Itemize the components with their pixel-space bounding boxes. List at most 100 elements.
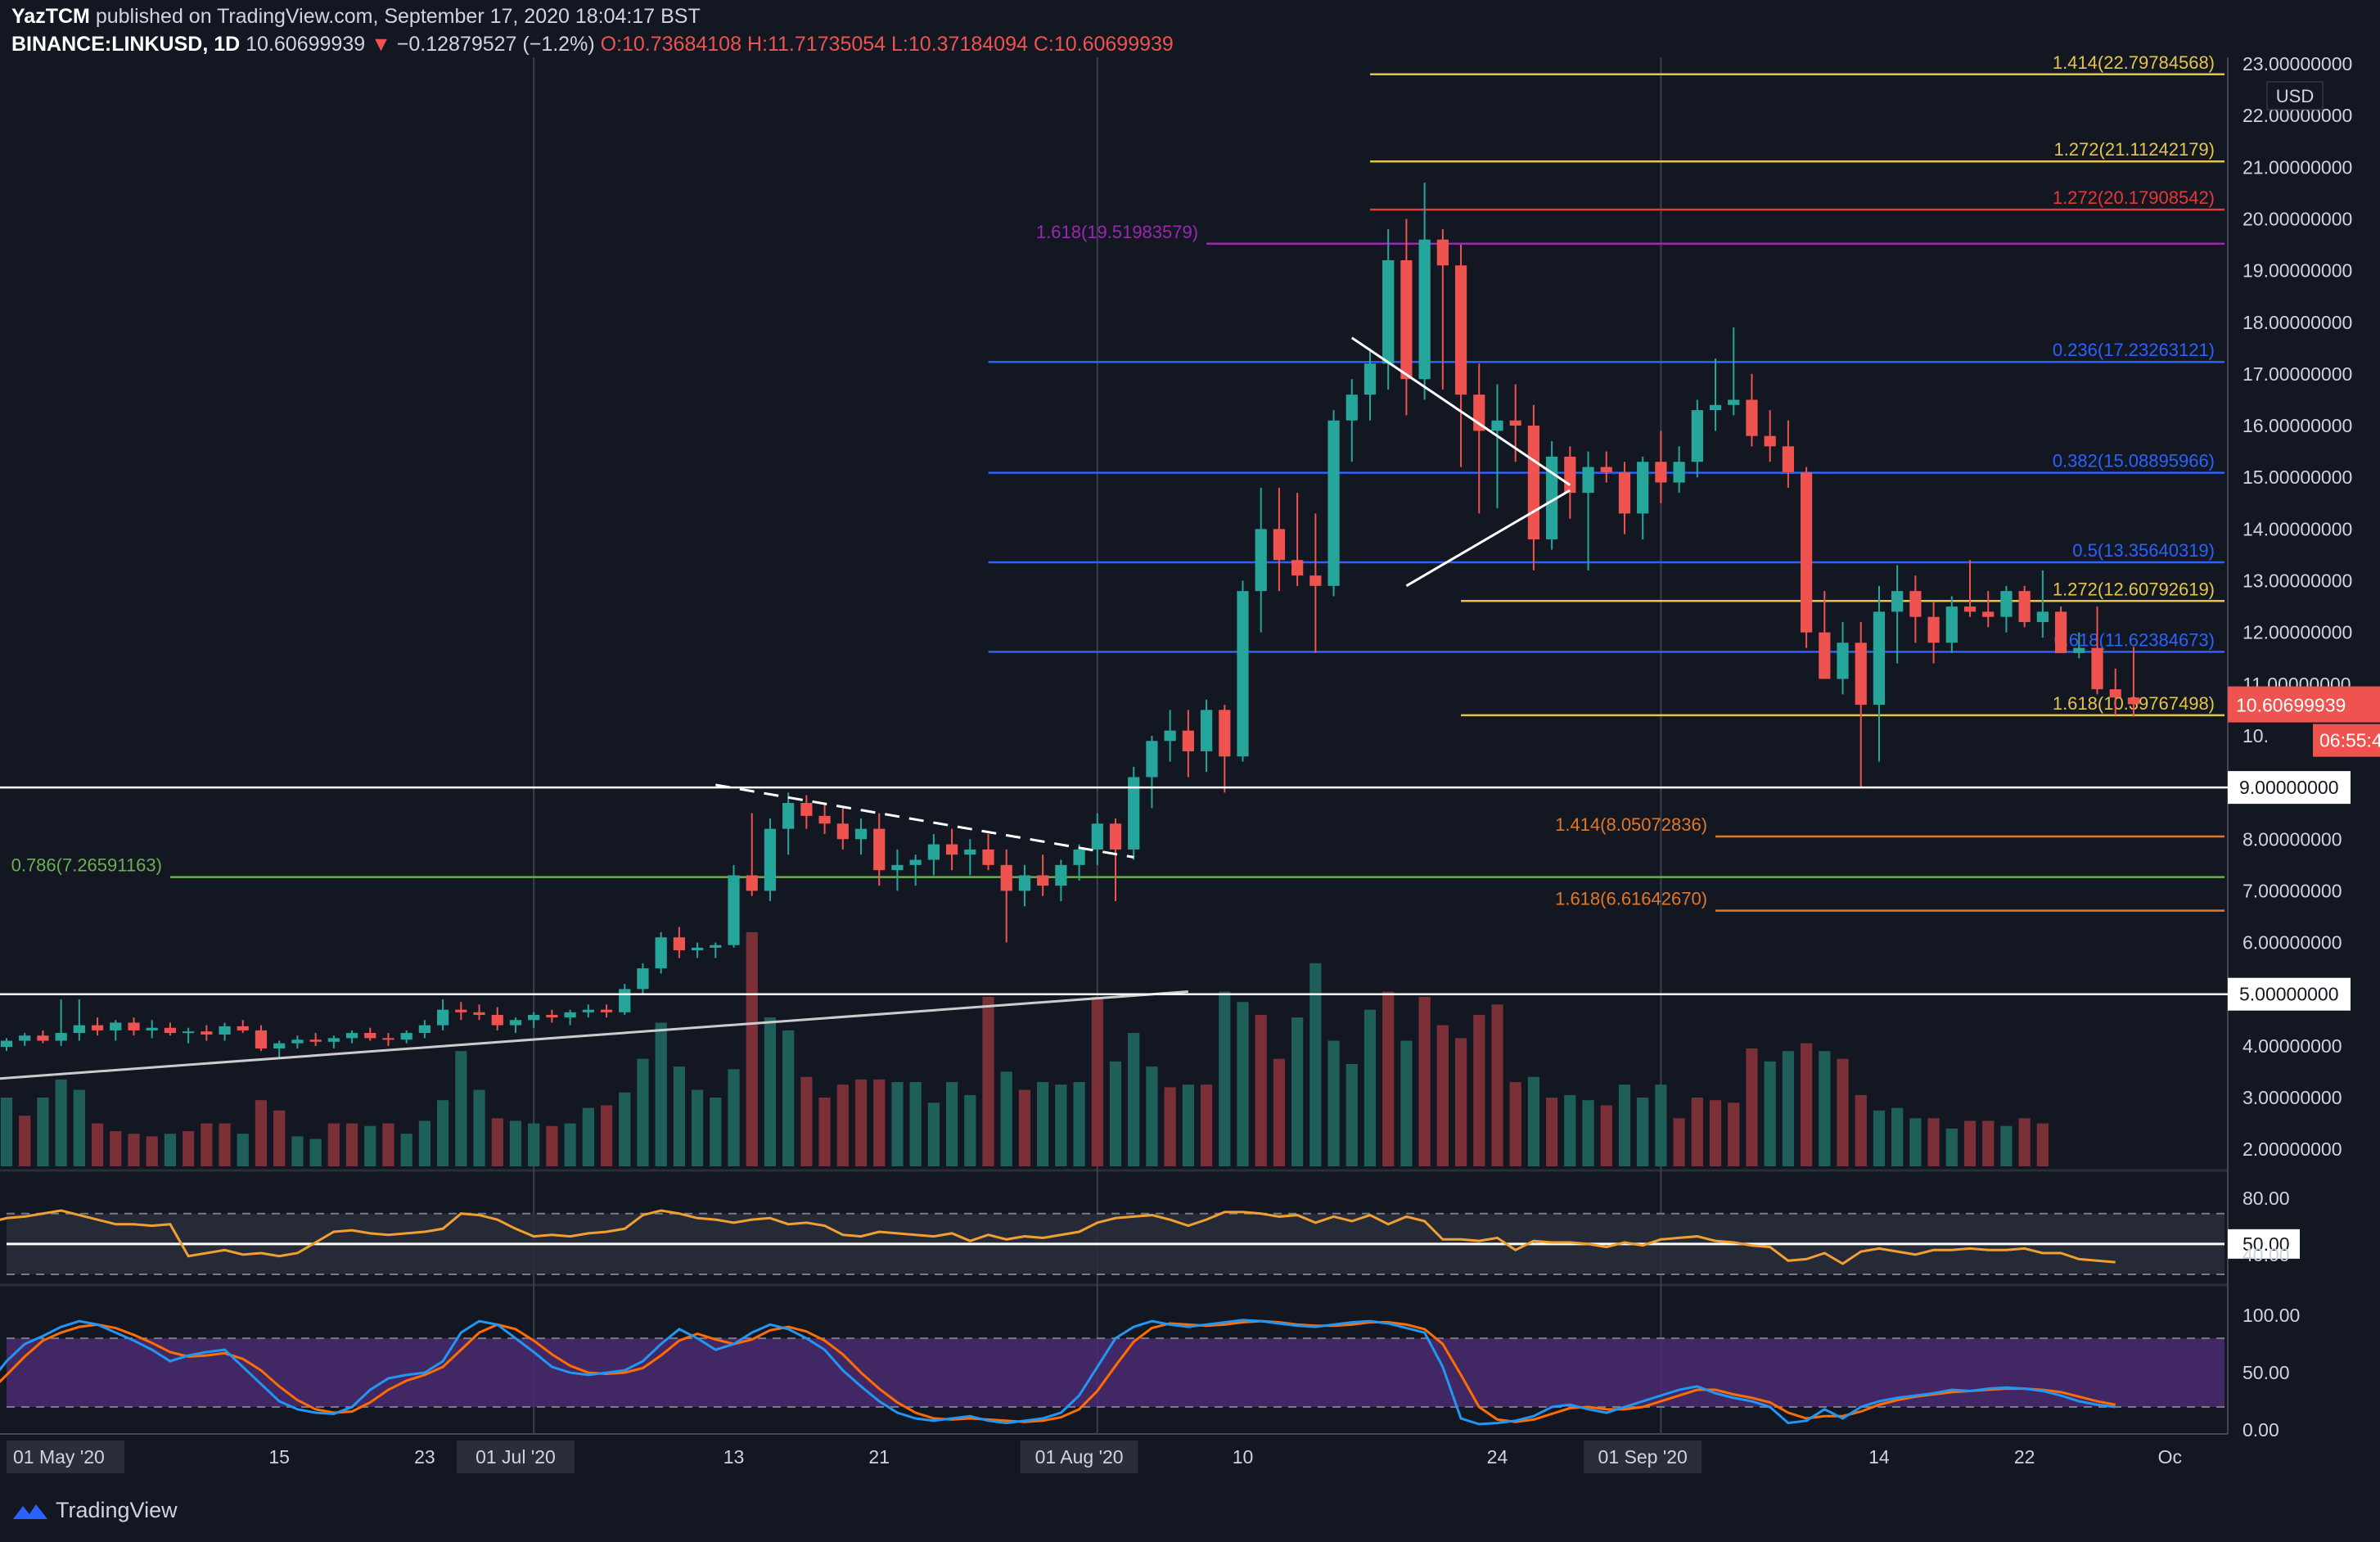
volume-bar: [746, 931, 758, 1166]
candle-body: [146, 1027, 158, 1030]
candle-body: [1309, 575, 1322, 586]
candle-body: [710, 945, 722, 948]
trendline: [715, 783, 1134, 859]
volume-bar: [1746, 1048, 1758, 1166]
candle-body: [418, 1025, 431, 1034]
candle-body: [164, 1027, 177, 1034]
volume-bar: [909, 1082, 922, 1166]
volume-bar: [1909, 1118, 1922, 1166]
trendline: [1405, 489, 1571, 588]
time-tick-label: 24: [1487, 1446, 1508, 1468]
volume-bar: [1963, 1120, 1977, 1166]
volume-bar: [710, 1098, 722, 1166]
volume-bar: [1764, 1061, 1776, 1166]
rsi-tag: [2228, 1229, 2300, 1259]
volume-bar: [1982, 1120, 1995, 1166]
candle-body: [2073, 647, 2085, 653]
price-tick-label: 2.00000000: [2243, 1138, 2342, 1160]
candle-body: [1655, 462, 1667, 483]
time-tick-box: [1020, 1441, 1138, 1473]
candle-body: [1764, 435, 1776, 447]
candle-body: [818, 815, 831, 824]
stoch-tick-label: 50.00: [2243, 1362, 2290, 1383]
candle-body: [1436, 239, 1449, 266]
high-label: H:: [746, 33, 768, 56]
volume-bar: [818, 1098, 831, 1166]
volume-bar: [600, 1105, 613, 1166]
candle-body: [1582, 467, 1594, 494]
stoch-d-line: [0, 1319, 2116, 1423]
candle-body: [1273, 529, 1286, 561]
rsi-tick-label: 50.00: [2243, 1233, 2290, 1255]
candle-body: [582, 1009, 594, 1012]
trendline: [1350, 336, 1571, 486]
author-name[interactable]: YazTCM: [11, 5, 90, 28]
time-tick-box: [1584, 1441, 1702, 1473]
volume-bar: [1837, 1058, 1849, 1166]
volume-bar: [673, 1066, 685, 1166]
candle-body: [1073, 849, 1085, 865]
volume-bar: [146, 1136, 158, 1166]
volume-bar: [1436, 1025, 1449, 1166]
stoch-tick-label: 0.00: [2243, 1419, 2279, 1441]
volume-bar: [1128, 1033, 1140, 1166]
candle-body: [1546, 456, 1558, 539]
candle-body: [1963, 606, 1977, 612]
candle-body: [1018, 875, 1031, 891]
volume-bar: [345, 1123, 358, 1166]
candle-body: [273, 1043, 286, 1049]
candle-body: [110, 1022, 122, 1030]
low-label: L:: [891, 33, 908, 56]
volume-bar: [491, 1118, 503, 1166]
ohlc-legend: BINANCE:LINKUSD, 1D 10.60699939 ▼ −0.128…: [11, 33, 1174, 56]
candle-body: [764, 828, 777, 891]
candle-body: [728, 875, 740, 945]
candle-body: [1819, 632, 1831, 679]
volume-bar: [1146, 1066, 1158, 1166]
tradingview-logo[interactable]: TradingView: [11, 1498, 178, 1523]
publish-text: published on TradingView.com, September …: [95, 5, 701, 28]
volume-bar: [110, 1131, 122, 1166]
candle-body: [1800, 471, 1813, 633]
time-axis[interactable]: 01 May '20 15 23 01 Jul '20 13 21 01 Aug '20 10…: [7, 1441, 2182, 1473]
time-tick-label: 21: [868, 1446, 890, 1468]
volume-bar: [1219, 991, 1231, 1166]
price-tick-label: 7.00000000: [2243, 880, 2342, 901]
rsi-tick-label: 40.00: [2243, 1244, 2290, 1265]
last-price: 10.60699939: [246, 33, 366, 56]
candle-body: [746, 875, 758, 891]
candle-body: [1982, 611, 1995, 617]
candle-body: [309, 1039, 322, 1042]
volume-bar: [873, 1079, 886, 1166]
volume-bar: [945, 1082, 958, 1166]
volume-bar: [1546, 1098, 1558, 1166]
price-tick-label: 10.: [2243, 725, 2269, 746]
volume-bar: [1637, 1098, 1649, 1166]
candle-body: [528, 1014, 540, 1021]
price-axis[interactable]: 23.0000000022.0000000021.0000000020.0000…: [2228, 53, 2380, 1160]
price-tick-label: 15.00000000: [2243, 467, 2352, 488]
candle-body: [1164, 730, 1176, 742]
fib-level-label: 1.272(20.17908542): [2053, 187, 2215, 208]
volume-bar: [382, 1123, 394, 1166]
close-label: C:: [1033, 33, 1054, 56]
candle-body: [1128, 777, 1140, 850]
fib-level-label: 1.618(6.61642670): [1555, 889, 1707, 909]
candle-body: [1873, 611, 1886, 706]
candle-body: [201, 1031, 213, 1035]
volume-bar: [927, 1102, 940, 1166]
volume-bar: [1382, 991, 1395, 1166]
volume-bar: [37, 1098, 49, 1166]
time-tick-label: 22: [2014, 1446, 2035, 1468]
open-label: O:: [600, 33, 622, 56]
volume-bar: [1491, 1004, 1503, 1166]
symbol-label[interactable]: BINANCE:LINKUSD, 1D: [11, 33, 241, 56]
volume-bar: [891, 1082, 904, 1166]
candle-body: [128, 1022, 140, 1030]
volume-bar: [183, 1131, 195, 1166]
candle-body: [1491, 420, 1503, 431]
candle-body: [1000, 864, 1012, 891]
candle-body: [546, 1014, 558, 1018]
time-tick-label: 01 May '20: [13, 1446, 105, 1468]
